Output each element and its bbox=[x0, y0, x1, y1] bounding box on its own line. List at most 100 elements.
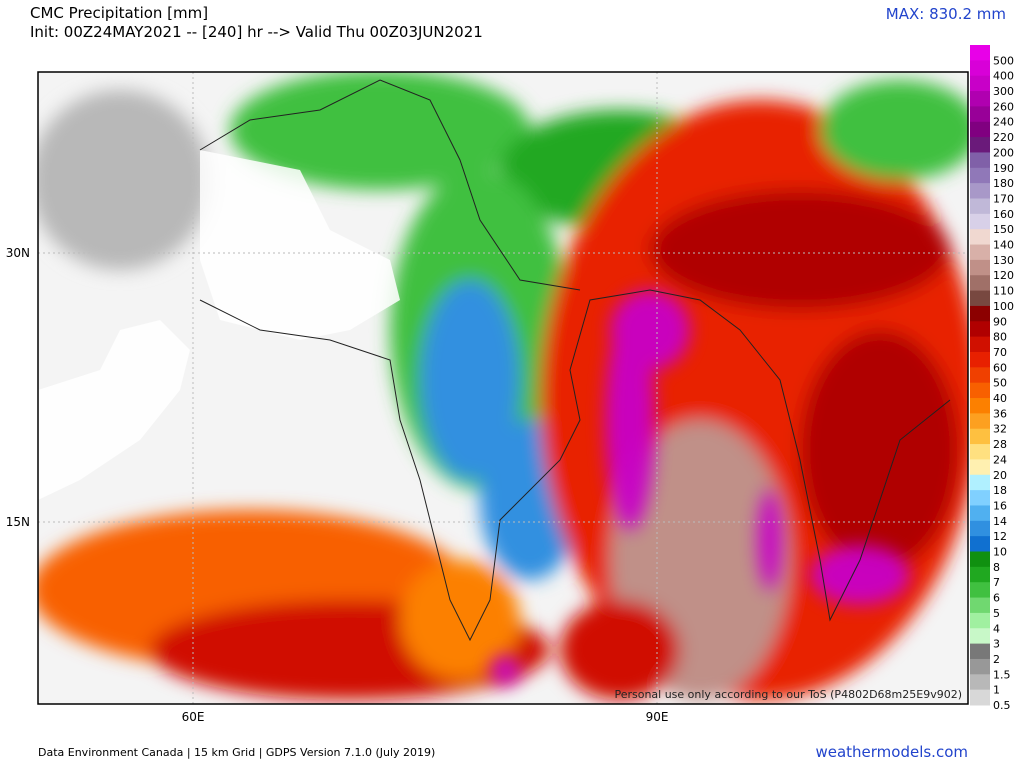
colorbar-label: 36 bbox=[993, 407, 1007, 420]
colorbar-label: 60 bbox=[993, 361, 1007, 374]
lon-label: 90E bbox=[646, 710, 669, 724]
colorbar-swatch bbox=[970, 505, 990, 522]
colorbar-swatch bbox=[970, 290, 990, 307]
colorbar-label: 200 bbox=[993, 146, 1014, 159]
lon-label: 60E bbox=[182, 710, 205, 724]
colorbar-swatch bbox=[970, 674, 990, 691]
colorbar-swatch bbox=[970, 459, 990, 476]
colorbar-label: 240 bbox=[993, 116, 1014, 129]
colorbar-swatch bbox=[970, 536, 990, 553]
colorbar-label: 14 bbox=[993, 515, 1007, 528]
precip-field: Personal use only according to our ToS (… bbox=[38, 72, 968, 704]
colorbar-swatch bbox=[970, 597, 990, 614]
colorbar-label: 400 bbox=[993, 70, 1014, 83]
colorbar-swatch bbox=[970, 566, 990, 583]
colorbar-label: 3 bbox=[993, 638, 1000, 651]
colorbar-swatch bbox=[970, 91, 990, 107]
colorbar-swatch bbox=[970, 244, 990, 261]
title: CMC Precipitation [mm] bbox=[30, 4, 209, 22]
colorbar-swatch bbox=[970, 121, 990, 138]
colorbar-label: 12 bbox=[993, 530, 1007, 543]
colorbar-label: 120 bbox=[993, 269, 1014, 282]
colorbar-label: 110 bbox=[993, 285, 1014, 298]
colorbar-label: 10 bbox=[993, 546, 1007, 559]
colorbar-swatch bbox=[970, 444, 990, 460]
colorbar-swatch bbox=[970, 382, 990, 399]
colorbar-label: 140 bbox=[993, 239, 1014, 252]
colorbar-swatch bbox=[970, 259, 990, 276]
colorbar-label: 24 bbox=[993, 453, 1007, 466]
colorbar-swatch bbox=[970, 137, 990, 153]
watermark: Personal use only according to our ToS (… bbox=[614, 688, 962, 701]
colorbar-swatch bbox=[970, 106, 990, 123]
colorbar-label: 32 bbox=[993, 423, 1007, 436]
colorbar-label: 4 bbox=[993, 622, 1000, 635]
colorbar-swatch bbox=[970, 183, 990, 199]
colorbar-label: 70 bbox=[993, 346, 1007, 359]
colorbar-label: 0.5 bbox=[993, 699, 1011, 712]
lat-label: 30N bbox=[6, 246, 30, 260]
colorbar-label: 7 bbox=[993, 576, 1000, 589]
colorbar-label: 6 bbox=[993, 592, 1000, 605]
colorbar-swatch bbox=[970, 658, 990, 675]
colorbar-swatch bbox=[970, 75, 990, 92]
colorbar-swatch bbox=[970, 643, 990, 660]
colorbar-swatch bbox=[970, 275, 990, 292]
colorbar-swatch bbox=[970, 213, 990, 230]
colorbar-swatch bbox=[970, 167, 990, 184]
colorbar-swatch bbox=[970, 551, 990, 568]
site: weathermodels.com bbox=[815, 743, 968, 761]
colorbar-swatch bbox=[970, 628, 990, 645]
colorbar-swatch bbox=[970, 336, 990, 353]
colorbar-label: 18 bbox=[993, 484, 1007, 497]
colorbar-label: 16 bbox=[993, 499, 1007, 512]
colorbar-label: 28 bbox=[993, 438, 1007, 451]
colorbar-label: 160 bbox=[993, 208, 1014, 221]
colorbar-label: 150 bbox=[993, 223, 1014, 236]
colorbar-label: 5 bbox=[993, 607, 1000, 620]
source: Data Environment Canada | 15 km Grid | G… bbox=[38, 746, 436, 759]
colorbar-swatch bbox=[970, 474, 990, 491]
colorbar-label: 180 bbox=[993, 177, 1014, 190]
colorbar-swatch bbox=[970, 490, 990, 506]
colorbar-label: 190 bbox=[993, 162, 1014, 175]
colorbar-label: 1 bbox=[993, 684, 1000, 697]
colorbar-label: 130 bbox=[993, 254, 1014, 267]
lat-label: 15N bbox=[6, 515, 30, 529]
colorbar-label: 170 bbox=[993, 192, 1014, 205]
colorbar-label: 80 bbox=[993, 331, 1007, 344]
colorbar-label: 90 bbox=[993, 315, 1007, 328]
colorbar-swatch bbox=[970, 689, 990, 706]
colorbar-swatch bbox=[970, 60, 990, 77]
colorbar-label: 50 bbox=[993, 377, 1007, 390]
colorbar-swatch bbox=[970, 305, 990, 322]
colorbar-label: 20 bbox=[993, 469, 1007, 482]
colorbar: 5004003002602402202001901801701601501401… bbox=[970, 45, 1014, 712]
colorbar-swatch bbox=[970, 351, 990, 368]
colorbar-label: 220 bbox=[993, 131, 1014, 144]
colorbar-swatch bbox=[970, 612, 990, 629]
colorbar-swatch bbox=[970, 398, 990, 414]
colorbar-swatch bbox=[970, 198, 990, 215]
colorbar-label: 500 bbox=[993, 54, 1014, 67]
init-time: Init: 00Z24MAY2021 -- [240] hr --> Valid… bbox=[30, 23, 483, 41]
colorbar-label: 300 bbox=[993, 85, 1014, 98]
colorbar-label: 100 bbox=[993, 300, 1014, 313]
colorbar-swatch bbox=[970, 152, 990, 169]
colorbar-swatch bbox=[970, 229, 990, 246]
colorbar-label: 260 bbox=[993, 100, 1014, 113]
colorbar-swatch bbox=[970, 367, 990, 384]
colorbar-swatch bbox=[970, 321, 990, 338]
colorbar-label: 1.5 bbox=[993, 668, 1011, 681]
colorbar-swatch bbox=[970, 45, 990, 61]
colorbar-swatch bbox=[970, 413, 990, 430]
colorbar-label: 8 bbox=[993, 561, 1000, 574]
colorbar-swatch bbox=[970, 582, 990, 599]
colorbar-swatch bbox=[970, 428, 990, 445]
max-value: MAX: 830.2 mm bbox=[885, 5, 1006, 23]
colorbar-label: 2 bbox=[993, 653, 1000, 666]
colorbar-label: 40 bbox=[993, 392, 1007, 405]
colorbar-swatch bbox=[970, 520, 990, 537]
